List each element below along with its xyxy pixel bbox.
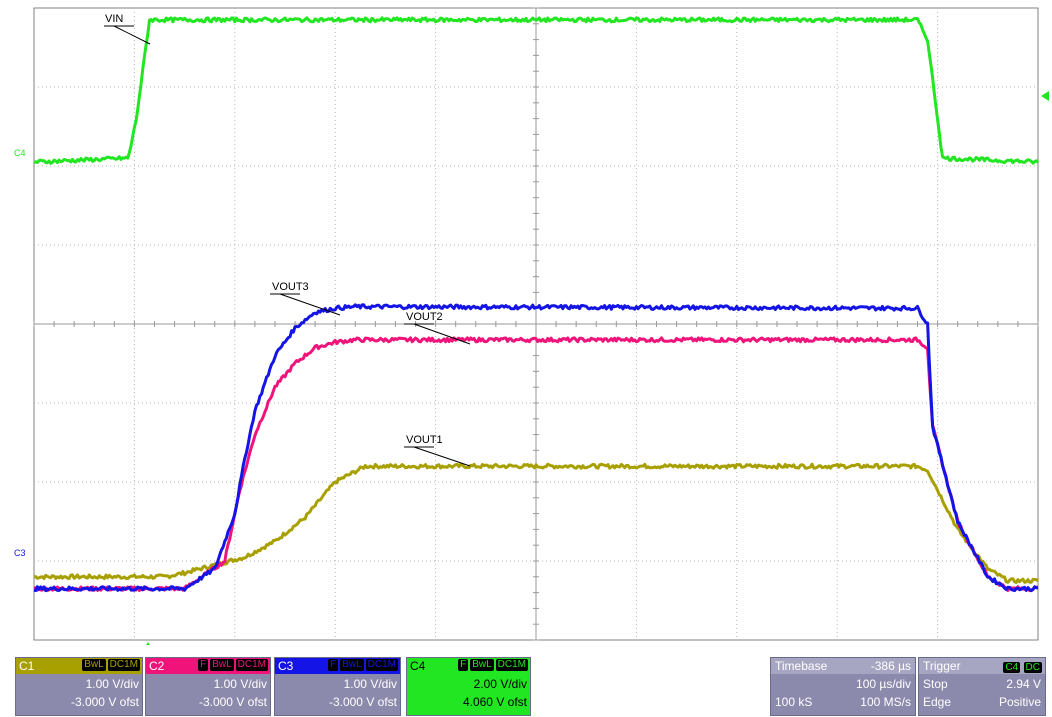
traces bbox=[33, 16, 1039, 593]
label-vout2: VOUT2 bbox=[406, 311, 443, 323]
graticule bbox=[33, 7, 1039, 641]
label-leader bbox=[113, 25, 151, 45]
badge-dc1m: DC1M bbox=[107, 659, 140, 671]
label-vout1: VOUT1 bbox=[406, 434, 443, 446]
badge-f: F bbox=[198, 659, 209, 671]
channel-id: C1 bbox=[19, 659, 35, 673]
volts-per-div: 2.00 V/div bbox=[473, 677, 527, 691]
trigger-slope: Positive bbox=[998, 695, 1041, 709]
volts-per-div: 1.00 V/div bbox=[85, 677, 139, 691]
trigger-coupling: DC bbox=[1023, 662, 1042, 673]
trigger-mode: Stop bbox=[923, 677, 948, 691]
channel-header: C3 F BwL DC1M bbox=[275, 658, 400, 674]
badge-f: F bbox=[458, 659, 469, 671]
sample-count: 100 kS bbox=[775, 695, 813, 709]
trigger-level: 2.94 V bbox=[1006, 677, 1041, 691]
trigger-level-arrow[interactable] bbox=[1041, 91, 1049, 101]
trace-labels: VIN VOUT3 VOUT2 VOUT1 bbox=[104, 13, 471, 467]
timebase-per-div: 100 µs/div bbox=[856, 677, 911, 691]
channel-header: C4 F BwL DC1M bbox=[407, 658, 530, 674]
channel-c3-descriptor[interactable]: C3 F BwL DC1M 1.00 V/div -3.000 V ofst bbox=[274, 657, 401, 716]
label-vin: VIN bbox=[105, 13, 123, 25]
trace-vout1 bbox=[33, 462, 1039, 584]
channel-badges: F BwL DC1M bbox=[328, 659, 398, 671]
badge-bwl: BwL bbox=[340, 659, 364, 671]
channel-id: C2 bbox=[149, 659, 165, 673]
badge-bwl: BwL bbox=[82, 659, 106, 671]
c4-ground-marker: C4 bbox=[14, 148, 26, 158]
badge-bwl: BwL bbox=[470, 659, 494, 671]
trigger-source: C4 bbox=[1003, 662, 1021, 673]
badge-dc1m: DC1M bbox=[495, 659, 528, 671]
sample-rate: 100 MS/s bbox=[860, 695, 911, 709]
channel-c1-descriptor[interactable]: C1 BwL DC1M 1.00 V/div -3.000 V ofst bbox=[15, 657, 143, 716]
badge-dc1m: DC1M bbox=[235, 659, 268, 671]
label-vout3: VOUT3 bbox=[272, 281, 309, 293]
trigger-source-badges: C4 DC bbox=[1003, 659, 1042, 674]
trigger-label: Trigger bbox=[923, 659, 961, 673]
label-leader bbox=[413, 323, 471, 345]
badge-bwl: BwL bbox=[210, 659, 234, 671]
channel-id: C3 bbox=[278, 659, 294, 673]
channel-c2-descriptor[interactable]: C2 F BwL DC1M 1.00 V/div -3.000 V ofst bbox=[145, 657, 271, 716]
timebase-header bbox=[771, 658, 915, 674]
oscilloscope-display: VIN VOUT3 VOUT2 VOUT1 C4 C3 bbox=[14, 7, 1049, 645]
channel-badges: BwL DC1M bbox=[82, 659, 140, 671]
timebase-descriptor[interactable]: Timebase -386 µs 100 µs/div 100 kS 100 M… bbox=[770, 657, 916, 716]
c3-ground-marker: C3 bbox=[14, 548, 26, 558]
badge-f: F bbox=[328, 659, 339, 671]
volts-per-div: 1.00 V/div bbox=[213, 677, 267, 691]
badge-dc1m: DC1M bbox=[365, 659, 398, 671]
offset-value: -3.000 V ofst bbox=[198, 695, 267, 709]
trace-vin bbox=[33, 16, 1039, 165]
timebase-delay: -386 µs bbox=[870, 659, 911, 673]
timebase-label: Timebase bbox=[775, 659, 828, 673]
trigger-position-arrow[interactable] bbox=[143, 642, 153, 645]
channel-badges: F BwL DC1M bbox=[198, 659, 268, 671]
channel-c4-descriptor[interactable]: C4 F BwL DC1M 2.00 V/div 4.060 V ofst bbox=[406, 657, 531, 716]
channel-id: C4 bbox=[410, 659, 426, 673]
offset-value: -3.000 V ofst bbox=[328, 695, 397, 709]
volts-per-div: 1.00 V/div bbox=[343, 677, 397, 691]
channel-header: C2 F BwL DC1M bbox=[146, 658, 270, 674]
label-leader bbox=[413, 446, 471, 467]
offset-value: 4.060 V ofst bbox=[462, 695, 527, 709]
trace-vout3 bbox=[33, 303, 1039, 593]
trigger-descriptor[interactable]: Trigger C4 DC Stop 2.94 V Edge Positive bbox=[918, 657, 1046, 716]
channel-badges: F BwL DC1M bbox=[458, 659, 528, 671]
trigger-type: Edge bbox=[923, 695, 952, 709]
offset-value: -3.000 V ofst bbox=[70, 695, 139, 709]
channel-header: C1 BwL DC1M bbox=[16, 658, 142, 674]
label-leader bbox=[279, 293, 341, 316]
